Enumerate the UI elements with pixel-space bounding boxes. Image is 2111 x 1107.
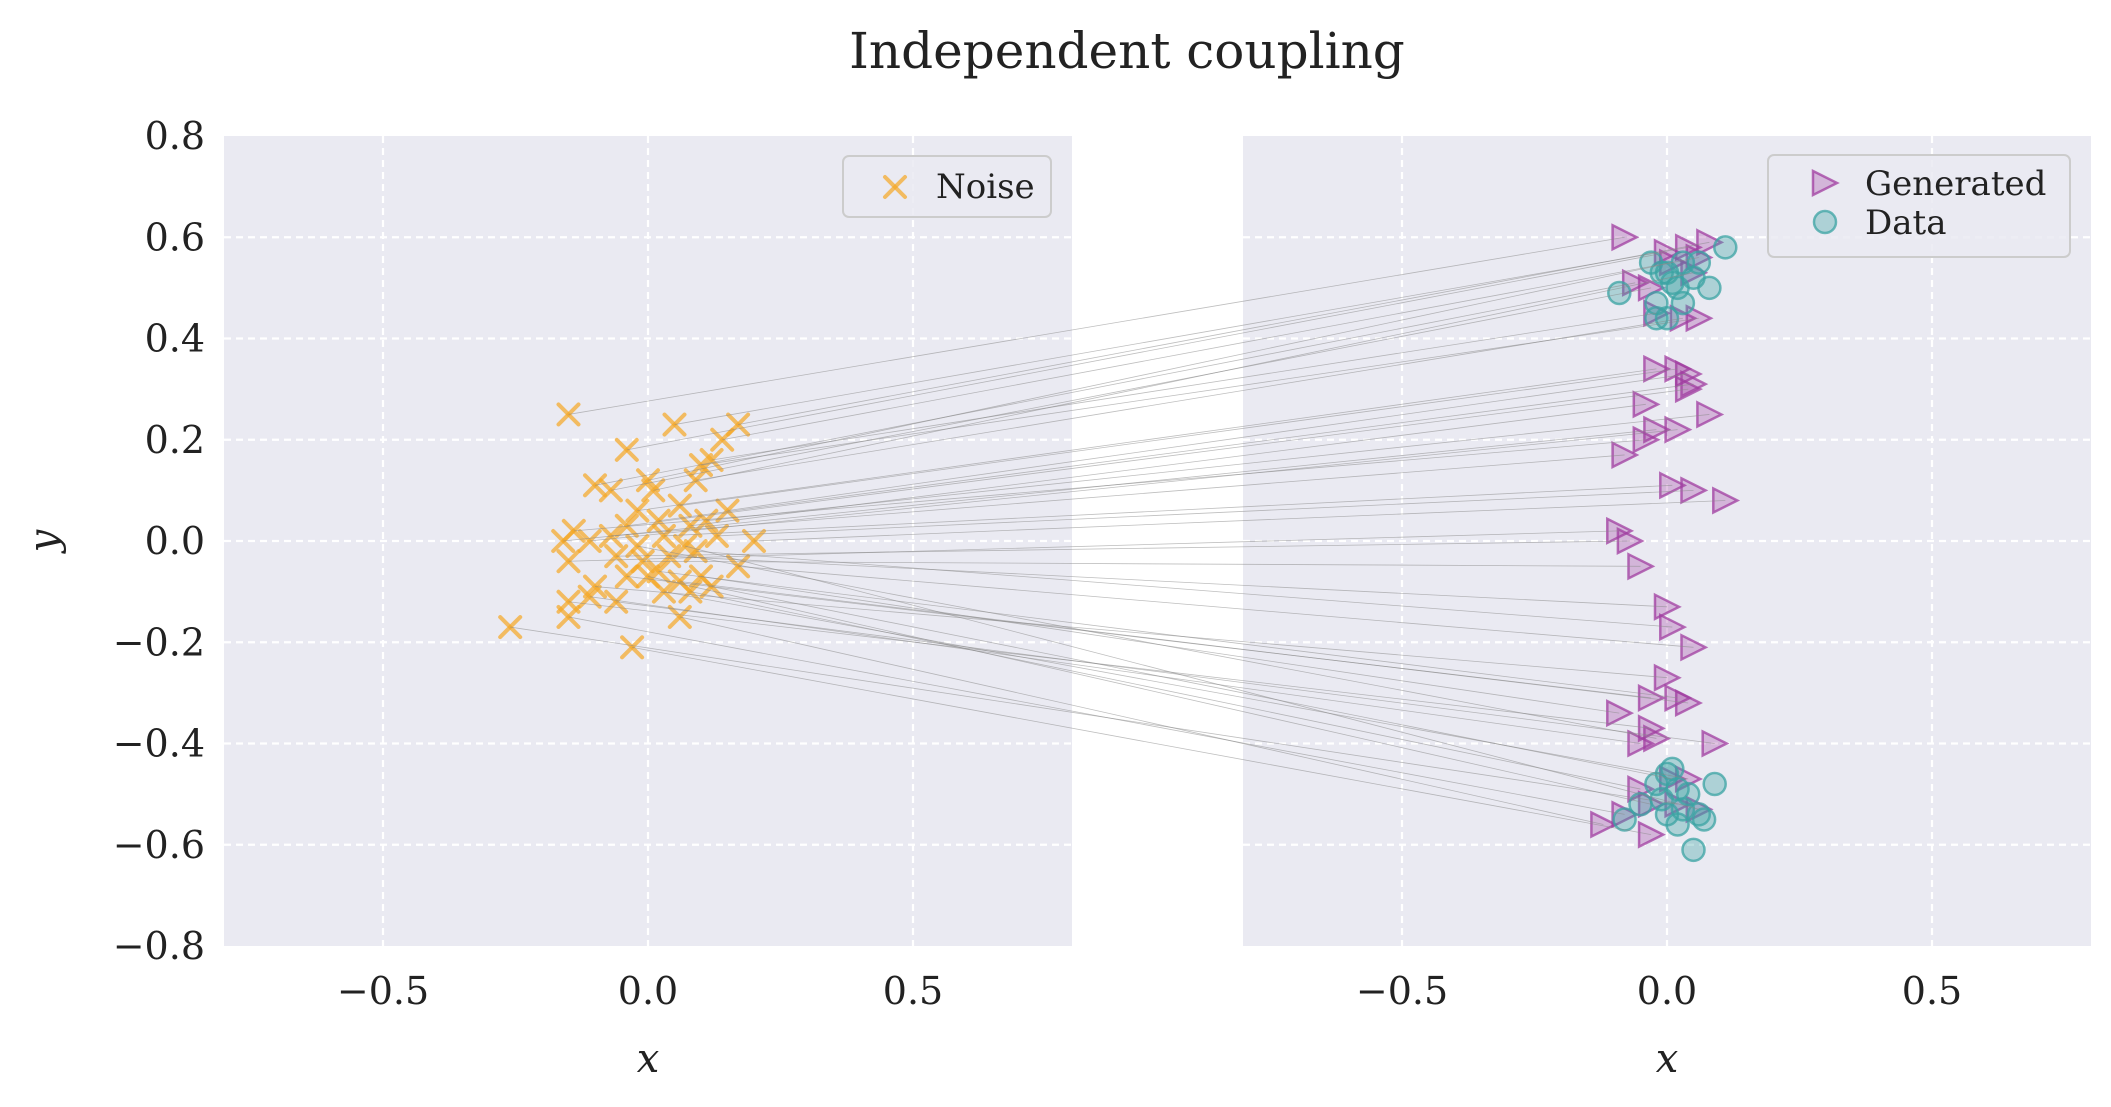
- data-point: [1660, 270, 1685, 296]
- data-legend-marker: [1812, 209, 1838, 235]
- pairing-line: [727, 373, 1689, 512]
- right-x-tick-label: −0.5: [1356, 969, 1448, 1013]
- pairing-line: [616, 601, 1715, 744]
- y-axis-label: y: [21, 528, 67, 554]
- pairing-line: [653, 272, 1694, 491]
- pairing-line: [647, 262, 1673, 481]
- pairing-lines: [510, 236, 1726, 836]
- data-point: [1713, 235, 1738, 260]
- pairing-line: [669, 555, 1668, 608]
- right-legend: Generated Data: [1767, 154, 2071, 258]
- y-tick-label: 0.6: [145, 215, 205, 259]
- noise-legend-x: [883, 175, 907, 199]
- data-point: [1665, 812, 1690, 837]
- chart-title: Independent coupling: [849, 22, 1405, 80]
- y-tick-label: −0.6: [113, 823, 205, 867]
- pairing-line: [610, 287, 1652, 491]
- pairing-line: [716, 489, 1694, 537]
- data-point: [1691, 807, 1717, 832]
- pairing-line: [573, 439, 1646, 532]
- pairing-line: [568, 616, 1625, 815]
- pairing-line: [568, 236, 1625, 415]
- pairing-line: [700, 317, 1699, 466]
- noise-legend-marker: [883, 175, 907, 199]
- y-tick-label: 0.8: [145, 114, 205, 158]
- data-point: [1628, 792, 1653, 817]
- pairing-line: [663, 484, 1673, 537]
- left-x-tick-label: 0.5: [883, 969, 943, 1013]
- right-x-tick-label: 0.0: [1637, 969, 1697, 1013]
- pairing-line: [647, 576, 1652, 805]
- pairing-line: [679, 368, 1678, 506]
- pairing-line: [722, 257, 1699, 441]
- generated-legend-triangle: [1811, 168, 1840, 198]
- noise-legend-label: Noise: [936, 167, 1035, 207]
- y-tick-label: 0.4: [145, 317, 205, 361]
- data-point: [1686, 250, 1712, 275]
- y-tick-label: −0.4: [113, 722, 205, 766]
- left-grid: [224, 136, 1072, 946]
- data-point: [1681, 837, 1706, 863]
- pairing-line: [711, 586, 1673, 780]
- pairing-line: [626, 252, 1668, 451]
- pairing-line: [674, 246, 1689, 425]
- pairing-line: [637, 545, 1657, 739]
- pairing-line: [738, 565, 1694, 648]
- y-tick-label: −0.2: [113, 620, 205, 664]
- data-point: [1612, 807, 1637, 832]
- pairing-line: [690, 591, 1641, 790]
- pairing-line: [679, 581, 1689, 704]
- y-tick-label: 0.2: [145, 418, 205, 462]
- pairing-line: [637, 368, 1657, 512]
- pairing-line: [706, 414, 1710, 522]
- pairing-line: [738, 241, 1710, 425]
- pairing-line: [594, 586, 1668, 679]
- data-point: [1697, 275, 1722, 301]
- right-legend-box: [1767, 154, 2071, 258]
- pairing-line: [589, 429, 1678, 542]
- pairing-line: [711, 312, 1657, 461]
- pairing-line: [626, 388, 1689, 527]
- noise-legend-box: [842, 155, 1052, 218]
- y-tick-label: 0.0: [145, 519, 205, 563]
- generated-legend-label: Generated: [1865, 164, 2046, 204]
- pairing-line: [568, 601, 1652, 729]
- pairing-line: [510, 626, 1678, 805]
- data-legend-circle: [1812, 209, 1838, 235]
- left-x-axis-label: x: [637, 1036, 660, 1082]
- pairing-line: [568, 530, 1620, 562]
- pairing-line: [753, 500, 1726, 542]
- pairing-line: [695, 550, 1673, 628]
- pairing-line: [642, 560, 1641, 567]
- right-x-tick-label: 0.5: [1902, 969, 1962, 1013]
- pairing-line: [679, 616, 1604, 825]
- left-x-tick-label: −0.5: [337, 969, 429, 1013]
- right-tick-labels: −0.5 0.0 0.5: [1356, 969, 1962, 1013]
- data-legend-label: Data: [1865, 203, 1946, 243]
- pairing-line: [684, 545, 1699, 810]
- data-point: [1702, 771, 1727, 797]
- pairing-line: [658, 570, 1678, 699]
- data-point: [1670, 290, 1696, 316]
- pairing-line: [632, 646, 1652, 836]
- y-tick-label: −0.8: [113, 924, 205, 968]
- noise-legend: Noise: [842, 155, 1052, 218]
- pairing-line: [658, 383, 1694, 522]
- pairing-line: [610, 454, 1625, 537]
- left-tick-labels: −0.5 0.0 0.5 0.8 0.6 0.4 0.2 0.0 −0.2 −0.4 −0.6 −0.…: [113, 114, 944, 1013]
- pairing-line: [616, 540, 1630, 557]
- pairing-line: [695, 317, 1683, 481]
- left-x-tick-label: 0.0: [618, 969, 678, 1013]
- generated-legend-marker: [1811, 168, 1840, 198]
- data-point: [1660, 756, 1685, 782]
- right-x-axis-label: x: [1656, 1036, 1679, 1082]
- data-point: [1675, 781, 1701, 807]
